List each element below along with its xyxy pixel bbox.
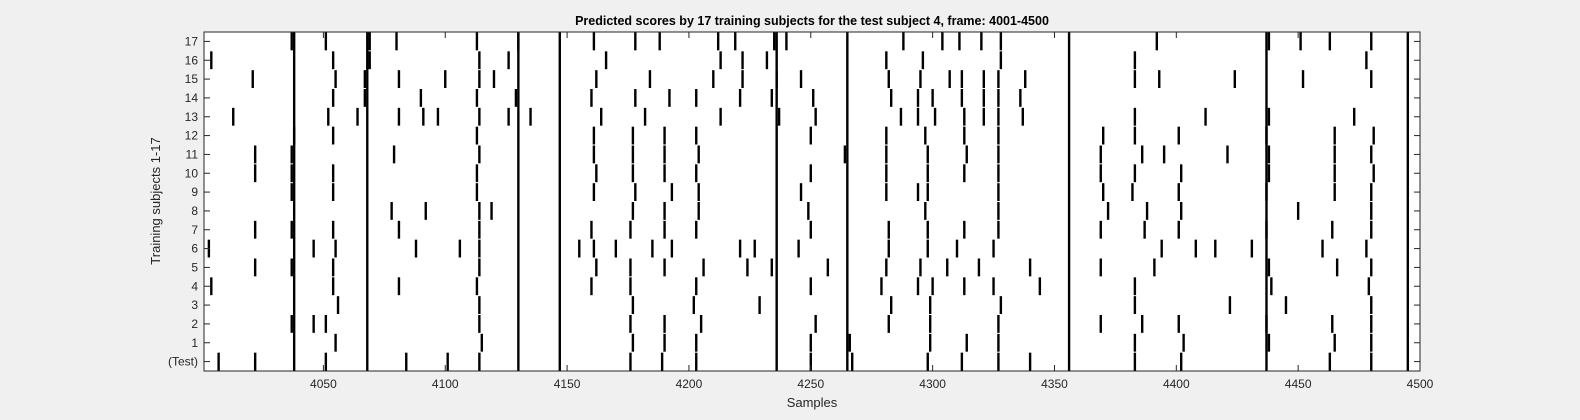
row-events [253, 164, 1375, 183]
row-events [251, 70, 1373, 88]
row-events [334, 333, 1373, 352]
row-events [217, 352, 1373, 371]
x-tick-label: 4200 [676, 377, 703, 391]
x-tick-label: 4450 [1285, 377, 1312, 391]
y-tick-label: 12 [185, 129, 199, 143]
y-tick-label: (Test) [168, 355, 198, 369]
row-events [253, 220, 1373, 239]
row-events [253, 145, 1373, 164]
row-events [290, 32, 1373, 51]
y-tick-label: 15 [185, 72, 199, 86]
x-tick-label: 4350 [1041, 377, 1068, 391]
y-tick-label: 17 [185, 34, 199, 48]
x-tick-label: 4300 [919, 377, 946, 391]
y-tick-label: 4 [191, 279, 198, 293]
row-events [210, 277, 1371, 296]
row-events [331, 89, 1022, 107]
chart-title: Predicted scores by 17 training subjects… [575, 14, 1049, 28]
y-tick-label: 16 [185, 53, 199, 67]
row-events [390, 202, 1373, 220]
y-tick-label: 11 [186, 147, 199, 161]
y-tick-label: 8 [191, 204, 198, 218]
y-tick-label: 10 [185, 166, 199, 180]
row-events [290, 315, 1373, 333]
x-axis-label: Samples [787, 395, 838, 410]
x-tick-label: 4500 [1407, 377, 1434, 391]
row-events [210, 51, 1368, 70]
plot-frame [203, 31, 1421, 372]
y-tick-label: 1 [191, 336, 198, 350]
x-axis: 4050 4100 4150 4200 4250 4300 4350 4400 4450 4500 [310, 32, 1434, 391]
row-events [207, 239, 1368, 258]
event-marks [207, 32, 1410, 371]
row-events [253, 258, 1373, 277]
row-events [232, 107, 1356, 126]
y-tick-label: 7 [191, 223, 198, 237]
y-tick-label: 9 [191, 185, 198, 199]
x-tick-label: 4250 [797, 377, 824, 391]
x-tick-label: 4100 [432, 377, 459, 391]
row-events [292, 126, 1375, 145]
y-tick-label: 14 [185, 91, 199, 105]
y-tick-label: 6 [191, 242, 198, 256]
y-tick-label: 3 [191, 298, 198, 312]
x-tick-label: 4150 [554, 377, 581, 391]
row-events [290, 183, 1373, 201]
y-tick-label: 5 [191, 260, 198, 274]
y-tick-label: 2 [191, 317, 198, 331]
x-tick-label: 4050 [310, 377, 337, 391]
x-tick-label: 4400 [1163, 377, 1190, 391]
plot-area [204, 32, 1420, 371]
row-events [336, 296, 1373, 314]
y-tick-label: 13 [185, 110, 199, 124]
y-axis-label: Training subjects 1-17 [148, 137, 163, 264]
